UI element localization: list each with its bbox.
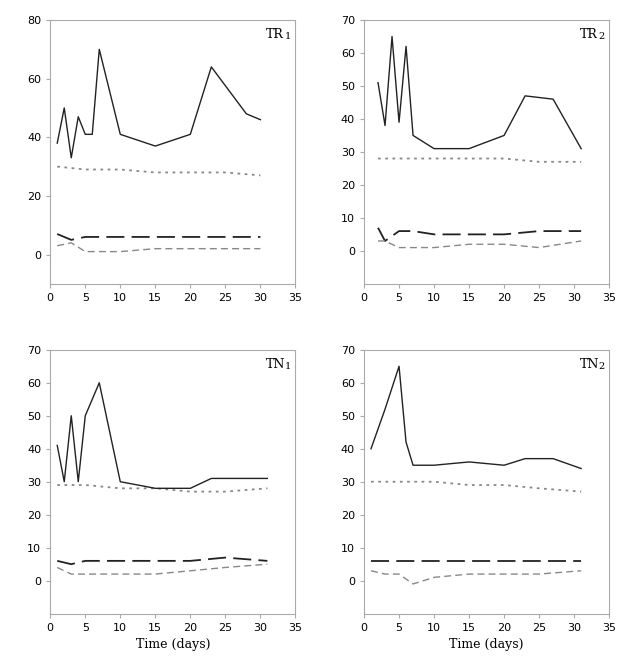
X-axis label: Time (days): Time (days): [136, 638, 210, 651]
Text: 1: 1: [284, 32, 291, 41]
Text: TR: TR: [580, 28, 598, 41]
Text: TR: TR: [266, 28, 284, 41]
Text: 2: 2: [598, 362, 604, 371]
Text: 1: 1: [284, 362, 291, 371]
X-axis label: Time (days): Time (days): [450, 638, 524, 651]
Text: TN: TN: [580, 358, 599, 371]
Text: TN: TN: [266, 358, 285, 371]
Text: 2: 2: [598, 32, 604, 41]
